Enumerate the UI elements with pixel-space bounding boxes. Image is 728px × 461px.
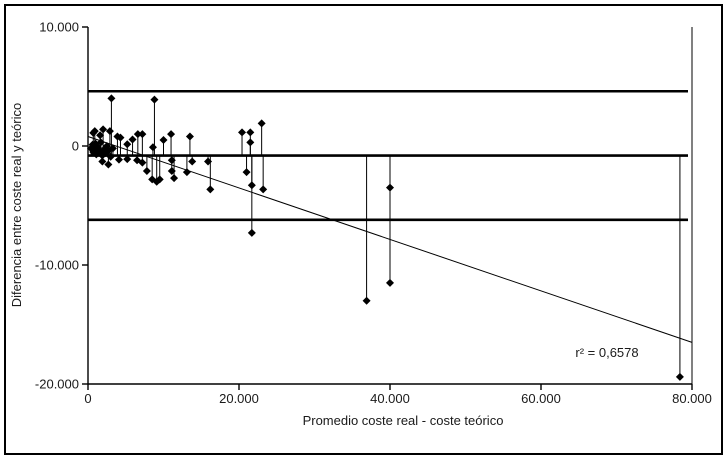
- y-tick-label: 10.000: [39, 20, 79, 35]
- r-squared-annotation: r² = 0,6578: [575, 345, 638, 360]
- x-tick-label: 60.000: [521, 391, 561, 406]
- data-point: [96, 131, 105, 140]
- data-point: [104, 160, 113, 169]
- data-point: [246, 138, 255, 147]
- data-point: [106, 152, 115, 161]
- data-point: [167, 156, 176, 165]
- data-point: [247, 228, 256, 237]
- data-point: [167, 130, 176, 139]
- data-point: [159, 136, 168, 145]
- data-point: [107, 94, 116, 103]
- data-point: [123, 155, 132, 164]
- data-point: [247, 181, 256, 190]
- x-tick-label: 0: [84, 391, 91, 406]
- data-point: [90, 127, 99, 136]
- data-point: [188, 157, 197, 166]
- data-point: [257, 119, 266, 128]
- data-point: [138, 158, 147, 167]
- plot-area: 10.000 0 -10.000 -20.000 0 20.000 40.000 60.000…: [35, 20, 712, 407]
- y-tick-label: 0: [72, 139, 79, 154]
- data-point: [386, 183, 394, 192]
- data-point: [167, 166, 176, 175]
- data-point: [386, 278, 394, 287]
- data-point: [362, 296, 371, 305]
- data-point: [133, 130, 142, 139]
- data-point: [138, 130, 147, 139]
- data-point: [242, 168, 251, 177]
- x-tick-label: 80.000: [672, 391, 712, 406]
- data-point: [98, 157, 107, 166]
- data-point: [204, 157, 213, 166]
- data-point: [128, 135, 137, 144]
- data-point: [148, 143, 157, 152]
- data-point: [259, 185, 268, 194]
- data-point: [170, 174, 179, 183]
- y-tick-label: -20.000: [35, 377, 79, 392]
- data-point: [99, 125, 108, 134]
- data-point: [105, 127, 114, 136]
- data-point: [185, 132, 194, 141]
- x-axis-title: Promedio coste real - coste teórico: [303, 413, 504, 428]
- data-point: [116, 133, 125, 142]
- data-point: [142, 166, 151, 175]
- data-point: [123, 140, 132, 149]
- data-point: [114, 155, 123, 164]
- data-point: [246, 128, 255, 137]
- y-tick-label: -10.000: [35, 258, 79, 273]
- x-tick-label: 20.000: [219, 391, 259, 406]
- data-point: [155, 175, 164, 184]
- data-point: [206, 185, 215, 194]
- chart-frame: [4, 4, 723, 455]
- data-point: [96, 138, 105, 147]
- data-point: [182, 168, 191, 177]
- data-point: [675, 372, 684, 381]
- data-point: [108, 144, 117, 153]
- data-point: [238, 128, 247, 137]
- y-axis-title: Diferencia entre coste real y teórico: [9, 103, 24, 307]
- data-point: [150, 95, 159, 104]
- x-tick-label: 40.000: [370, 391, 410, 406]
